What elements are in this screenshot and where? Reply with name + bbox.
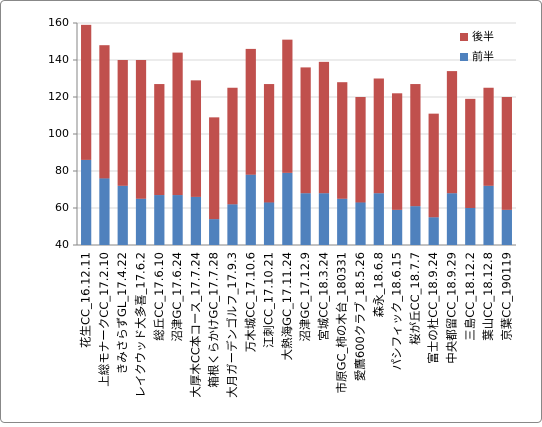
bar-segment	[227, 204, 238, 245]
x-tick-label: 総丘CC_17.6.10	[152, 252, 166, 341]
bar-segment	[154, 84, 165, 196]
x-tick-label: パシフィック_18.6.15	[390, 252, 404, 370]
bar-segment	[154, 195, 165, 245]
x-tick-label: レイクウッド大多喜_17.6.2	[134, 252, 148, 398]
y-tick-label: 60	[55, 201, 69, 214]
bar-segment	[318, 61, 330, 194]
bar-segment	[355, 202, 366, 245]
bar-segment	[209, 117, 220, 220]
bar-segment	[465, 98, 476, 208]
y-tick-label: 140	[48, 53, 69, 66]
x-tick-label: 大厚木CC本コース_17.7.24	[188, 252, 202, 398]
legend-swatch	[460, 33, 468, 41]
x-tick-label: 江刺CC_17.10.21	[262, 252, 276, 348]
bar-segment	[245, 48, 256, 175]
bar-segment	[99, 45, 110, 179]
x-tick-label: 桜が丘CC_18.7.7	[408, 252, 422, 345]
y-tick-label: 160	[48, 16, 69, 29]
bar-segment	[501, 97, 512, 210]
bar-segment	[410, 84, 421, 207]
bar-segment	[355, 97, 366, 203]
x-tick-label: 花生CC_16.12.11	[79, 252, 93, 348]
bar-segment	[465, 208, 476, 245]
bar-segment	[263, 84, 275, 203]
bar-segment	[117, 60, 128, 186]
bar-segment	[99, 178, 110, 245]
x-tick-label: 京葉CC_190119	[499, 252, 513, 341]
x-tick-label: 沼津GC_17.6.24	[170, 252, 184, 342]
x-tick-label: きみさらずGL_17.4.22	[115, 252, 129, 374]
y-tick-label: 80	[55, 164, 69, 177]
y-tick-label: 40	[55, 238, 69, 251]
bar-segment	[391, 209, 403, 245]
x-tick-label: 万木城CC_17.10.6	[243, 252, 257, 352]
bar-segment	[446, 193, 458, 245]
x-tick-label: 葉山CC_18.12.8	[481, 252, 495, 341]
x-tick-label: 大月ガーデンゴルフ_17.9.3	[225, 252, 239, 398]
bar-segment	[483, 185, 494, 245]
bar-segment	[410, 206, 421, 245]
bar-segment	[117, 185, 128, 245]
x-tick-label: 三島CC_18.12.2	[463, 252, 477, 341]
bar-segment	[245, 174, 256, 245]
bar-segment	[391, 93, 403, 210]
x-tick-label: 愛鷹600クラブ_18.5.26	[353, 252, 367, 381]
x-tick-label: 富士の杜CC_18.9.24	[426, 252, 440, 364]
x-tick-label: 大熱海GC_17.11.24	[280, 252, 294, 360]
bar-segment	[209, 219, 220, 245]
legend-swatch	[460, 53, 468, 61]
bar-segment	[172, 52, 183, 196]
bar-segment	[337, 82, 348, 199]
legend-label: 後半	[472, 29, 494, 43]
bar-segment	[227, 87, 238, 205]
bar-segment	[135, 198, 147, 245]
bar-segment	[81, 24, 92, 160]
x-tick-label: 箱根くらかけGC_17.7.28	[207, 252, 221, 388]
y-tick-label: 120	[48, 90, 69, 103]
bar-segment	[373, 193, 384, 245]
bar-segment	[501, 209, 512, 245]
bar-segment	[428, 113, 439, 218]
x-tick-label: 宮城CC_18.3.24	[316, 252, 330, 341]
bar-segment	[81, 159, 92, 245]
bar-segment	[190, 80, 202, 197]
bar-segment	[428, 217, 439, 245]
bar-segment	[190, 196, 202, 245]
x-tick-label: 上総モナークCC_17.2.10	[97, 252, 111, 387]
bar-segment	[282, 39, 293, 173]
bar-segment	[373, 78, 384, 194]
bar-segment	[263, 202, 275, 245]
legend-label: 前半	[472, 49, 494, 63]
bar-segment	[446, 71, 458, 194]
x-tick-label: 沼津GC_17.12.9	[298, 252, 312, 342]
bar-segment	[300, 193, 311, 245]
bar-segment	[300, 67, 311, 194]
bar-segment	[318, 193, 330, 245]
bar-segment	[337, 198, 348, 245]
bar-segment	[172, 195, 183, 245]
x-tick-label: 市原GC_柿の木台_180331	[335, 252, 349, 393]
x-tick-label: 中央都留CC_18.9.29	[444, 252, 458, 364]
bar-segment	[483, 87, 494, 186]
y-tick-label: 100	[48, 127, 69, 140]
x-tick-label: 森永_18.6.8	[371, 252, 385, 317]
bar-segment	[282, 172, 293, 245]
bar-segment	[135, 60, 147, 199]
